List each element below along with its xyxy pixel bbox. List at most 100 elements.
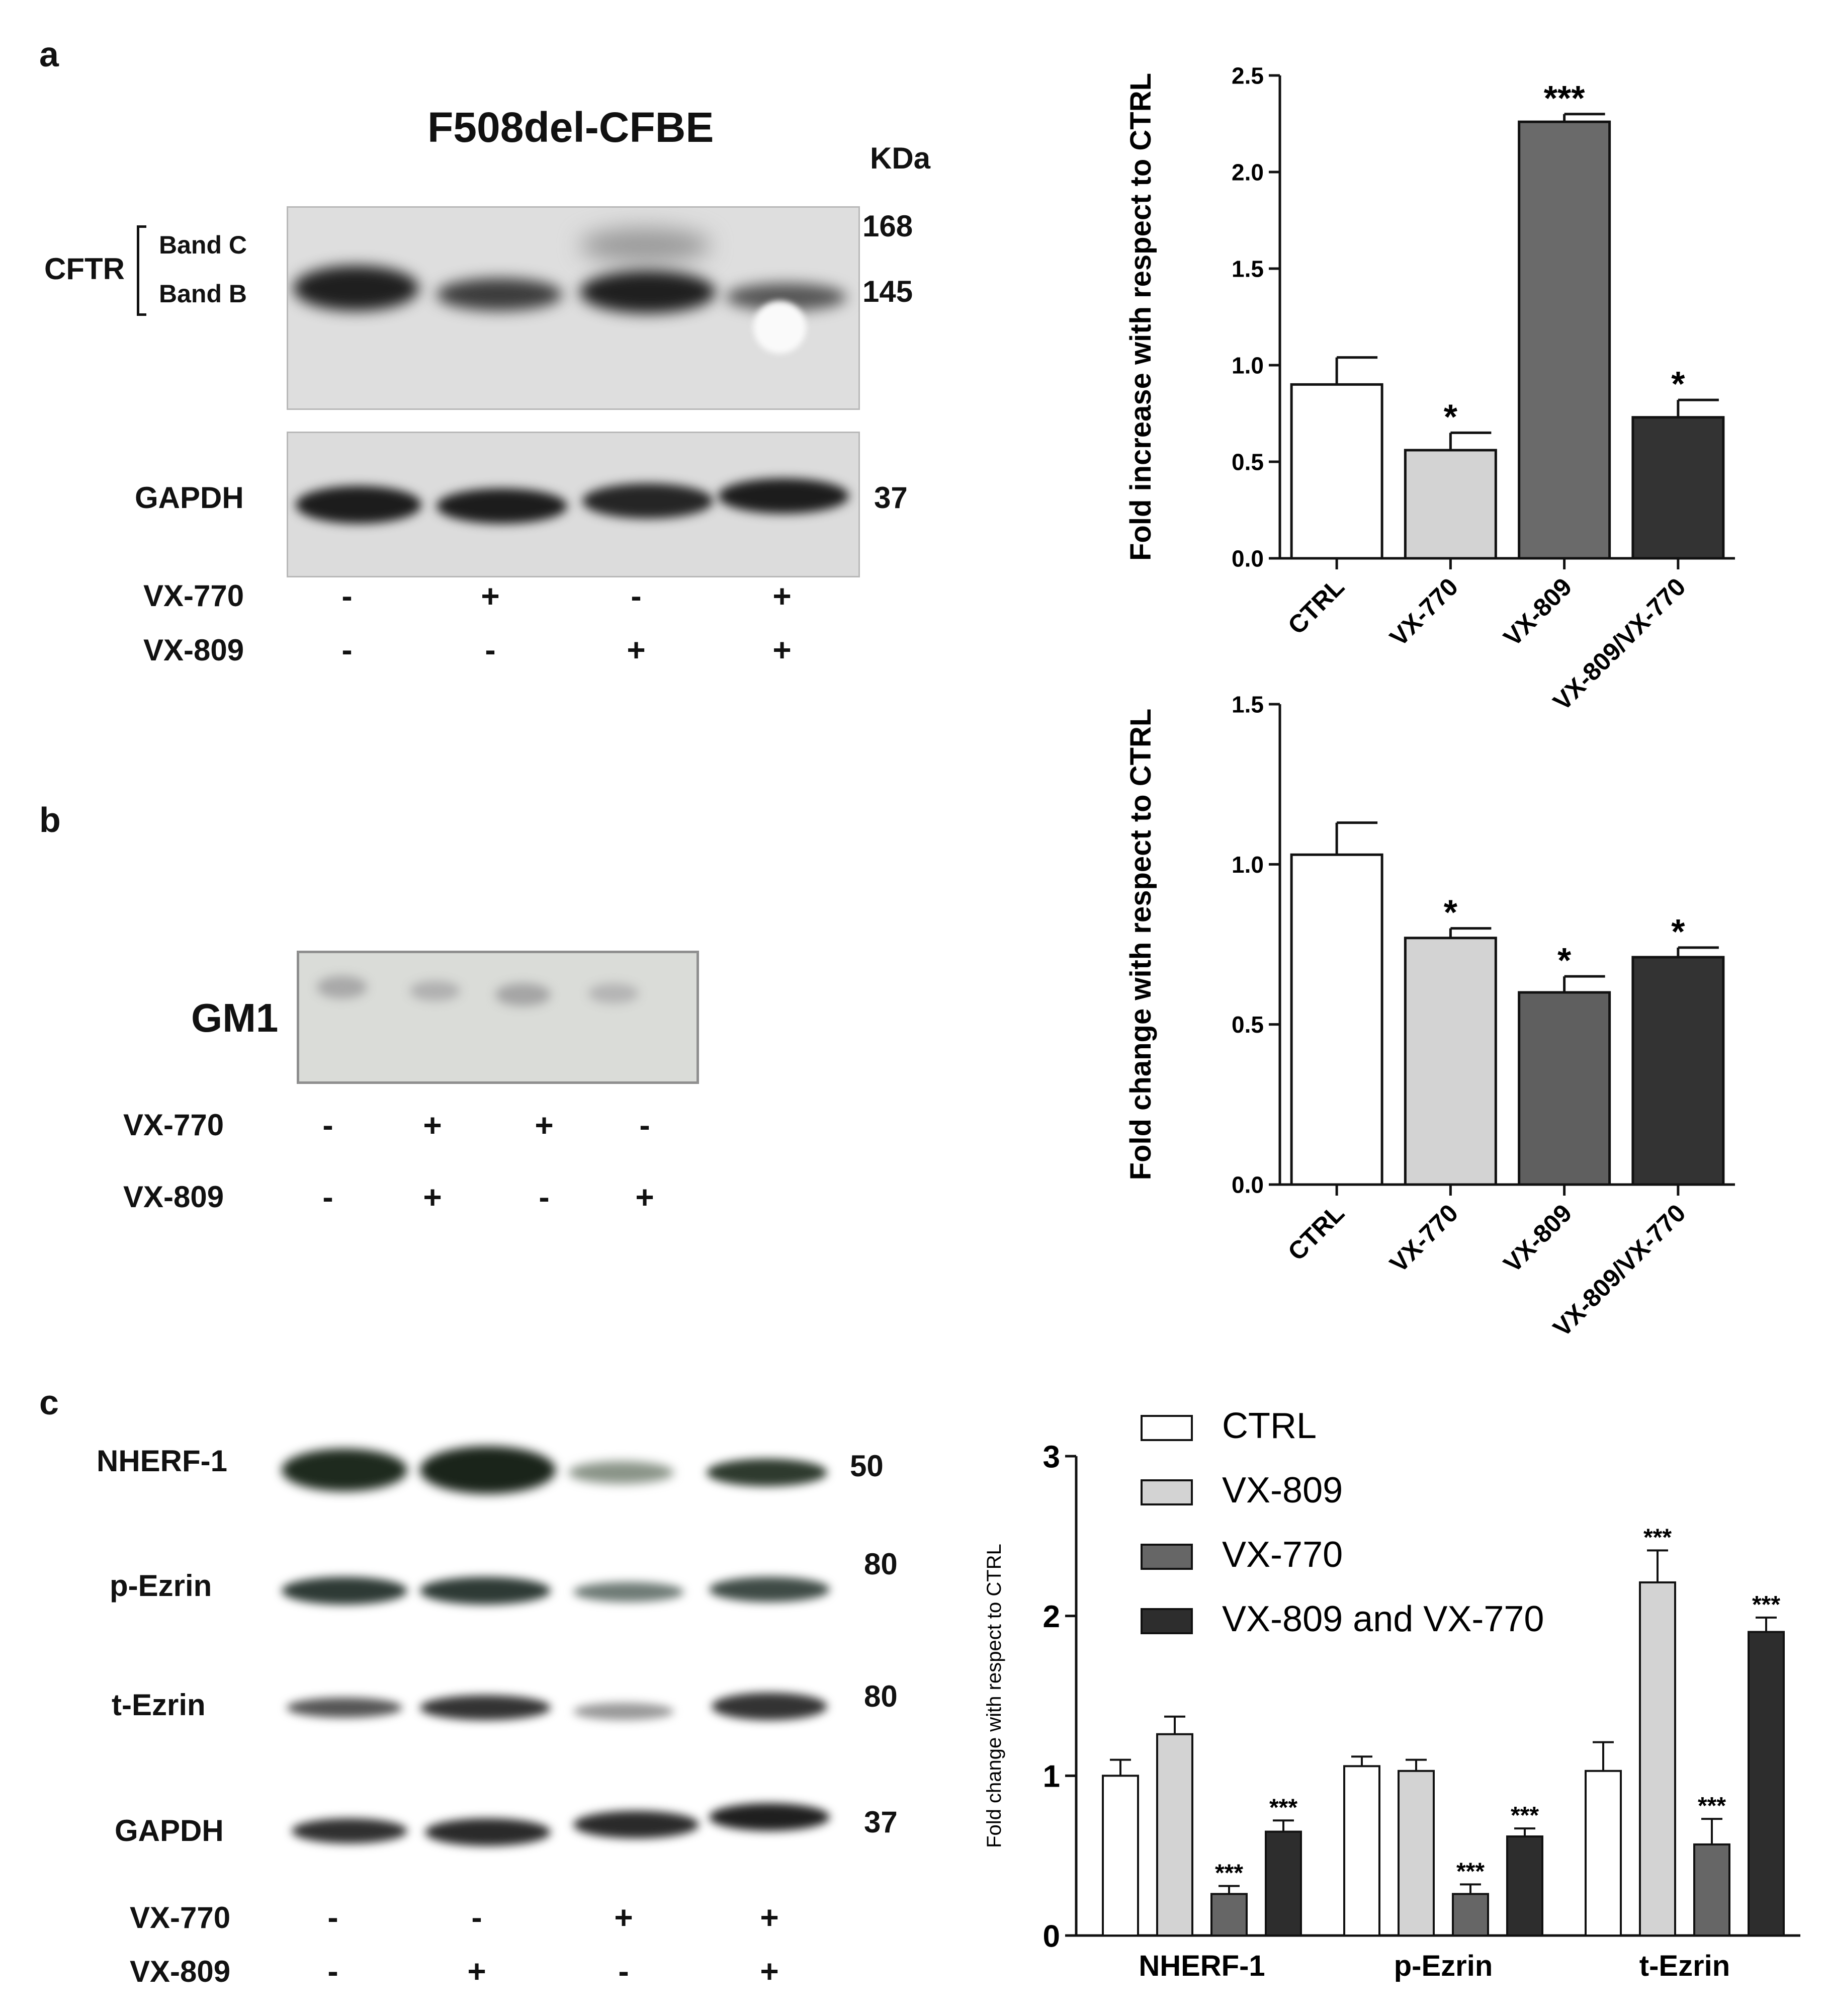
legend-label-0: CTRL	[1222, 1406, 1317, 1446]
p-ezrin-label: p-Ezrin	[110, 1569, 212, 1603]
cftr-label: CFTR	[44, 252, 125, 286]
nherf1-band-lane3	[568, 1461, 674, 1484]
p-ezrin-band-lane4	[709, 1577, 830, 1602]
gm1-blot	[297, 951, 699, 1084]
panel-c-row1-label: VX-770	[130, 1901, 231, 1935]
panel-b-row1-sign-3: +	[535, 1107, 554, 1143]
chart2-sig-2-1: ***	[1643, 1524, 1672, 1551]
panel-a-row2-sign-3: +	[627, 632, 646, 668]
chart2-category-0: NHERF-1	[1139, 1950, 1265, 1982]
gapdh-band-lane2	[437, 488, 567, 524]
panel-b-row2-sign-1: -	[322, 1179, 333, 1215]
chart0-ytick-label-2: 1.0	[1232, 353, 1264, 379]
gapdh-band-lane1	[296, 486, 421, 524]
gapdh-c-band-lane2	[425, 1818, 551, 1846]
chart2-bar-0-2	[1210, 1893, 1248, 1937]
panel-c-row2-sign-2: +	[467, 1953, 486, 1989]
legend-label-2: VX-770	[1222, 1535, 1343, 1575]
chart2-ytick-label-3: 3	[1043, 1440, 1060, 1474]
chart2-ytick-label-2: 2	[1043, 1600, 1060, 1634]
panel-c-row1-sign-3: +	[614, 1899, 633, 1936]
panel-b-row2-sign-3: -	[539, 1179, 550, 1215]
chart1-sig-2: *	[1557, 941, 1572, 980]
panel-c-letter: c	[39, 1383, 59, 1422]
chart1-ylabel: Fold change with respect to CTRL	[1124, 709, 1157, 1181]
panel-c-row2-label: VX-809	[130, 1955, 231, 1988]
chart0-ytick-label-5: 2.5	[1232, 63, 1264, 89]
chart0-ytick-label-3: 1.5	[1232, 256, 1264, 282]
chart2-sig-2-2: ***	[1698, 1793, 1726, 1819]
chart2-sig-0-3: ***	[1269, 1794, 1297, 1821]
cftr-band-lane2	[437, 278, 562, 311]
chart1-ytick-label-3: 1.5	[1232, 692, 1264, 718]
gm1-band-lane4	[588, 983, 639, 1003]
t-ezrin-label: t-Ezrin	[112, 1688, 206, 1722]
mw-168: 168	[862, 209, 913, 243]
band-b-label: Band B	[159, 280, 247, 308]
nherf1-label: NHERF-1	[97, 1444, 228, 1478]
gapdh-band-lane3	[582, 483, 713, 519]
panel-c-row2-sign-4: +	[760, 1953, 779, 1989]
chart2-bar-1-2	[1452, 1893, 1489, 1937]
panel-b-row2-sign-4: +	[635, 1179, 654, 1215]
gapdh-c-band-lane4	[709, 1803, 830, 1831]
mw-37-a: 37	[874, 481, 908, 515]
chart0-bar-0	[1290, 383, 1383, 560]
chart2-sig-1-2: ***	[1456, 1858, 1485, 1885]
gapdh-blot-a	[287, 432, 860, 577]
panel-b-letter: b	[39, 800, 61, 839]
chart0-ytick-label-0: 0.0	[1232, 546, 1264, 572]
mw-80-a: 80	[864, 1547, 898, 1581]
p-ezrin-band-lane2	[420, 1577, 551, 1605]
p-ezrin-band-lane3	[573, 1582, 684, 1602]
gm1-band-lane2	[410, 981, 460, 1001]
t-ezrin-band-lane3	[573, 1703, 674, 1720]
chart0-category-0: CTRL	[1282, 572, 1350, 640]
chart0-ylabel: Fold increase with respect to CTRL	[1124, 73, 1157, 561]
chart1-category-1: VX-770	[1384, 1199, 1464, 1278]
gapdh-c-band-lane3	[573, 1811, 699, 1838]
t-ezrin-band-lane2	[420, 1695, 551, 1720]
chart1-category-2: VX-809	[1498, 1199, 1578, 1278]
gapdh-label-c: GAPDH	[115, 1814, 224, 1847]
gm1-label: GM1	[191, 995, 279, 1040]
chart2-bar-1-1	[1398, 1770, 1435, 1937]
panel-c-row2-sign-1: -	[327, 1953, 338, 1989]
chart2-bar-1-3	[1506, 1835, 1543, 1937]
chart0-category-2: VX-809	[1498, 572, 1578, 652]
chart2-bar-2-3	[1748, 1631, 1785, 1937]
panel-a-blot-title: F508del-CFBE	[427, 104, 714, 151]
chart1-sig-3: *	[1671, 912, 1685, 951]
mw-80-b: 80	[864, 1679, 898, 1713]
chart1-bar-3	[1631, 956, 1725, 1186]
legend-label-1: VX-809	[1222, 1470, 1343, 1510]
gapdh-band-lane4	[718, 478, 849, 514]
mw-145: 145	[862, 275, 913, 308]
legend-label-3: VX-809 and VX-770	[1222, 1599, 1544, 1639]
panel-a-row1-sign-4: +	[772, 578, 792, 614]
gm1-band-lane1	[317, 976, 367, 998]
nherf1-band-lane2	[420, 1446, 556, 1494]
cftr-band-lane3	[580, 271, 716, 313]
legend-swatch-0	[1141, 1415, 1193, 1441]
chart0-ytick-label-4: 2.0	[1232, 159, 1264, 186]
chart2-sig-2-3: ***	[1752, 1591, 1780, 1618]
chart2-sig-0-2: ***	[1215, 1860, 1243, 1887]
gapdh-c-band-lane1	[292, 1818, 407, 1843]
panel-a-kda-label: KDa	[870, 141, 931, 175]
chart0-sig-1: *	[1444, 397, 1458, 436]
gapdh-label-a: GAPDH	[135, 481, 244, 515]
panel-c-row1-sign-2: -	[471, 1899, 482, 1936]
chart1-ytick-label-0: 0.0	[1232, 1172, 1264, 1198]
mw-37-c: 37	[864, 1805, 898, 1839]
chart0-ytick-label-1: 0.5	[1232, 449, 1264, 475]
panel-a-row2-sign-4: +	[772, 632, 792, 668]
cftr-bracket	[137, 225, 146, 316]
chart2-ytick-label-1: 1	[1043, 1759, 1060, 1794]
chart2-category-1: p-Ezrin	[1394, 1950, 1493, 1982]
panel-a-row1-sign-2: +	[481, 578, 500, 614]
panel-b-row1-sign-4: -	[639, 1107, 650, 1143]
chart2-bar-2-2	[1693, 1843, 1730, 1937]
chart1-bar-1	[1404, 937, 1497, 1186]
panel-a-row2-label: VX-809	[143, 633, 244, 667]
